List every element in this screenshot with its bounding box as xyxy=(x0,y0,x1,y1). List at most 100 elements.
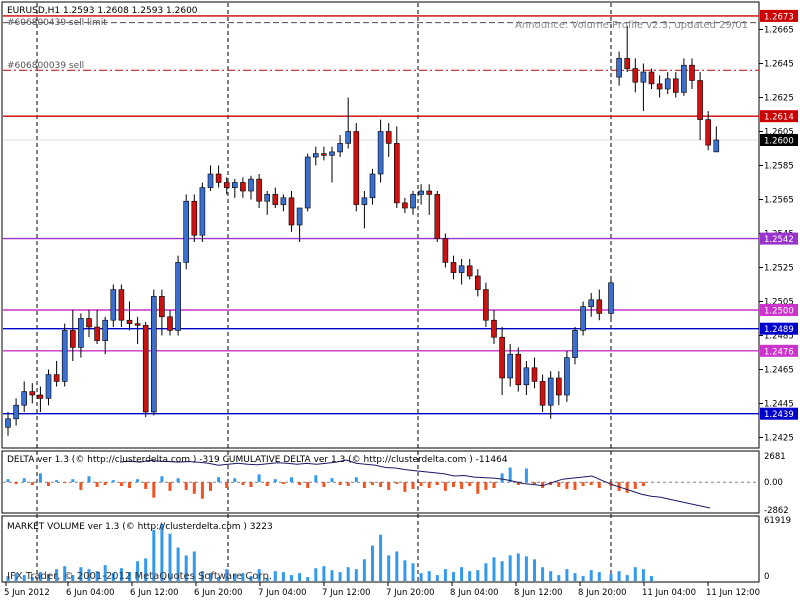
volume-bar xyxy=(476,570,480,581)
bull-candle xyxy=(547,377,554,406)
delta-bar xyxy=(387,482,391,490)
volume-bar xyxy=(435,575,439,581)
bull-candle xyxy=(329,151,335,156)
bear-candle xyxy=(434,194,441,239)
price-tick-label: 1.2625 xyxy=(764,94,794,104)
chart-header: EURUSD,H1 1.2593 1.2608 1.2593 1.2600 xyxy=(7,6,198,16)
delta-bar xyxy=(79,482,83,490)
volume-bar xyxy=(160,523,164,581)
volume-bar xyxy=(200,571,204,581)
delta-bar xyxy=(541,482,545,488)
delta-bar xyxy=(460,482,464,489)
time-tick-label: 7 Jun 12:00 xyxy=(322,588,371,598)
delta-bar xyxy=(452,482,455,487)
delta-bar xyxy=(500,473,504,483)
delta-bar xyxy=(290,477,293,483)
bear-candle xyxy=(450,262,457,273)
delta-bar xyxy=(111,480,115,483)
delta-bar xyxy=(257,474,261,483)
delta-tick-label: 2681 xyxy=(764,452,786,462)
delta-bar xyxy=(47,482,50,487)
time-tick-label: 8 Jun 20:00 xyxy=(578,588,627,598)
volume-bar xyxy=(87,569,91,581)
level-label-box xyxy=(760,232,798,245)
bull-candle xyxy=(264,194,271,202)
delta-bar xyxy=(330,478,334,483)
announce-label: Announce: Volume Profile v2.3, updated 2… xyxy=(515,20,748,31)
volume-bar xyxy=(281,572,285,581)
delta-bar xyxy=(87,476,91,483)
bear-candle xyxy=(126,319,133,324)
delta-bar xyxy=(633,482,637,489)
bear-candle xyxy=(167,316,173,331)
bear-candle xyxy=(240,182,246,192)
volume-bar xyxy=(443,569,447,581)
volume-bar xyxy=(484,563,488,581)
time-tick-label: 8 Jun 12:00 xyxy=(514,588,563,598)
volume-bar xyxy=(650,576,653,581)
volume-bar xyxy=(573,573,577,581)
delta-bar xyxy=(225,482,229,488)
bear-candle xyxy=(474,275,481,290)
price-axis: 1.2665 1.2645 1.2625 1.2605 1.2585 1.2565 1.25… xyxy=(759,9,798,444)
delta-bar xyxy=(411,482,415,489)
volume-bar xyxy=(427,571,431,581)
bull-candle xyxy=(345,131,352,144)
delta-bar xyxy=(524,468,528,483)
bull-candle xyxy=(207,173,214,188)
bear-candle xyxy=(499,336,505,379)
level-label-box xyxy=(760,304,798,316)
level-label: 1.2600 xyxy=(764,137,794,147)
volume-bar xyxy=(79,567,83,581)
level-label: 1.2476 xyxy=(764,347,794,357)
volume-bar xyxy=(597,572,601,581)
volume-bar xyxy=(371,545,374,581)
level-label-box xyxy=(760,110,798,123)
level-label-box xyxy=(760,134,798,146)
level-label: 1.2673 xyxy=(764,12,794,22)
volume-bar xyxy=(322,566,326,581)
bear-candle xyxy=(272,194,279,205)
cumulative-delta-line xyxy=(119,459,711,509)
price-tick-label: 1.2465 xyxy=(764,366,794,376)
delta-bar xyxy=(641,482,645,487)
time-tick-label: 7 Jun 04:00 xyxy=(258,588,307,598)
delta-bar xyxy=(597,482,601,488)
bear-candle xyxy=(191,200,198,236)
volume-bar xyxy=(565,569,569,581)
delta-bar xyxy=(371,482,374,486)
price-tick-label: 1.2485 xyxy=(764,332,794,342)
bear-candle xyxy=(223,182,230,188)
volume-bar xyxy=(71,575,75,581)
volume-bar xyxy=(395,551,399,581)
bear-candle xyxy=(142,324,149,413)
volume-bar xyxy=(500,561,504,581)
bear-candle xyxy=(531,367,538,382)
volume-bar xyxy=(557,575,561,581)
time-axis: 5 Jun 2012 6 Jun 04:00 6 Jun 12:00 6 Jun 20… xyxy=(4,582,760,598)
delta-bar xyxy=(217,477,221,483)
volume-bar xyxy=(128,572,131,581)
delta-bar xyxy=(281,482,285,485)
time-tick-label: 11 Jun 04:00 xyxy=(642,588,696,598)
delta-tick-label: 0.00 xyxy=(764,478,783,488)
volume-bar xyxy=(298,573,302,581)
volume-bar xyxy=(30,577,34,581)
delta-bar xyxy=(419,482,423,487)
volume-bar xyxy=(22,575,26,581)
delta-bar xyxy=(322,482,326,487)
bear-candle xyxy=(402,202,408,209)
delta-bar xyxy=(192,482,196,494)
volume-bar xyxy=(95,571,99,581)
volume-bar xyxy=(249,576,253,581)
volume-bar xyxy=(209,573,212,581)
bear-candle xyxy=(632,68,639,83)
bull-candle xyxy=(640,71,647,83)
delta-bar xyxy=(22,478,26,483)
bull-candle xyxy=(507,353,514,379)
delta-bar xyxy=(103,482,107,486)
level-label-box xyxy=(760,322,798,335)
volume-bar xyxy=(533,559,536,581)
delta-bar xyxy=(395,482,399,485)
volume-bar xyxy=(136,561,140,581)
